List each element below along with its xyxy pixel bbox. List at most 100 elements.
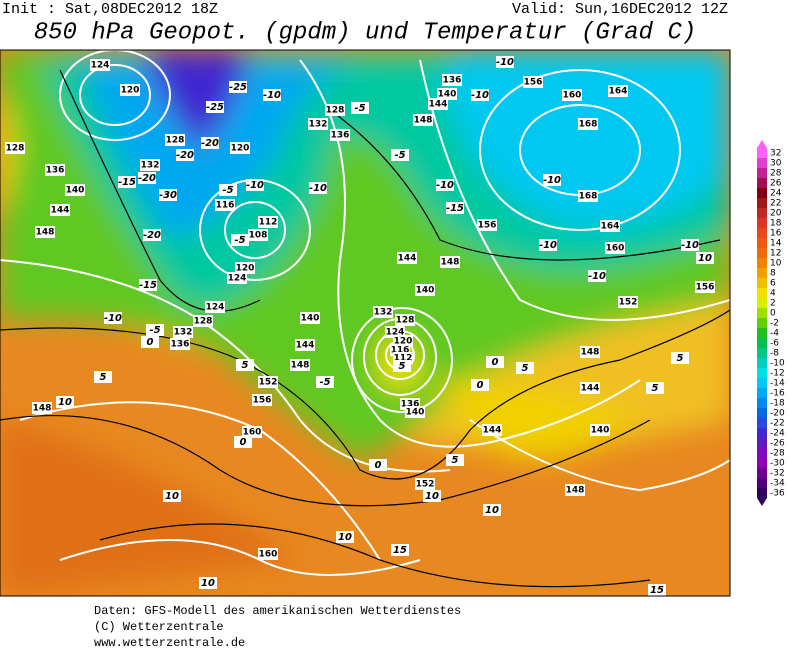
geopotential-label: 128 — [6, 144, 25, 154]
label-box — [397, 252, 417, 264]
colorbar-swatch — [757, 418, 767, 428]
colorbar-swatch — [757, 178, 767, 188]
temperature-label: -30 — [159, 190, 177, 201]
temperature-label: 0 — [240, 437, 247, 448]
colorbar-swatch — [757, 378, 767, 388]
label-box — [483, 504, 501, 516]
label-box — [242, 426, 262, 438]
label-box — [138, 172, 156, 184]
temperature-label: -15 — [118, 177, 136, 188]
geopotential-label: 128 — [166, 136, 185, 146]
colorbar-swatch — [757, 168, 767, 178]
label-box — [50, 204, 70, 216]
colorbar-swatch — [757, 438, 767, 448]
colorbar-swatch — [757, 148, 767, 158]
label-box — [578, 118, 598, 130]
label-box — [236, 359, 254, 371]
colorbar-tick-label: 26 — [770, 179, 782, 189]
label-box — [600, 220, 620, 232]
colorbar-swatch — [757, 328, 767, 338]
colorbar-swatch — [757, 488, 767, 498]
label-box — [246, 179, 264, 191]
label-box — [229, 81, 247, 93]
label-box — [415, 284, 435, 296]
temperature-label: -10 — [681, 240, 699, 251]
temperature-label: 5 — [522, 363, 529, 374]
label-box — [590, 424, 610, 436]
footer-source: Daten: GFS-Modell des amerikanischen Wet… — [94, 604, 461, 618]
geopotential-label: 156 — [524, 78, 543, 88]
colorbar-arrow-top — [757, 140, 767, 148]
colorbar-swatch — [757, 478, 767, 488]
label-box — [295, 339, 315, 351]
temperature-label: 10 — [201, 578, 215, 589]
label-box — [141, 336, 159, 348]
colorbar-tick-label: 30 — [770, 159, 782, 169]
geopotential-label: 152 — [416, 480, 435, 490]
geopotential-label: 164 — [601, 222, 620, 232]
colorbar-swatch — [757, 268, 767, 278]
label-box — [428, 98, 448, 110]
geopotential-label: 132 — [141, 161, 160, 171]
colorbar-tick-label: 4 — [770, 289, 776, 299]
temperature-label: -10 — [436, 180, 454, 191]
label-box — [118, 176, 136, 188]
label-box — [580, 382, 600, 394]
colorbar-tick-label: -26 — [770, 439, 785, 449]
colorbar-swatch — [757, 308, 767, 318]
colorbar-swatch — [757, 338, 767, 348]
label-box — [471, 89, 489, 101]
temperature-label: -25 — [229, 82, 247, 93]
colorbar-tick-label: -24 — [770, 429, 785, 439]
label-box — [56, 396, 74, 408]
geopotential-label: 108 — [249, 231, 268, 241]
geopotential-label: 124 — [386, 328, 405, 338]
colorbar-tick-label: 32 — [770, 149, 781, 159]
label-box — [415, 478, 435, 490]
label-box — [618, 296, 638, 308]
geopotential-label: 144 — [296, 341, 315, 351]
label-box — [565, 484, 585, 496]
colorbar-tick-label: 10 — [770, 259, 782, 269]
label-box — [580, 346, 600, 358]
label-box — [351, 102, 369, 114]
colorbar-tick-label: -16 — [770, 389, 785, 399]
label-box — [588, 270, 606, 282]
temperature-contours — [0, 69, 730, 588]
colorbar-tick-label: -18 — [770, 399, 785, 409]
geopotential-label: 144 — [581, 384, 600, 394]
geopotential-label: 144 — [398, 254, 417, 264]
colorbar-swatch — [757, 318, 767, 328]
label-box — [516, 362, 534, 374]
colorbar-swatch — [757, 298, 767, 308]
label-box — [32, 402, 52, 414]
geopotential-label: 140 — [301, 314, 320, 324]
footer-copyright: (C) Wetterzentrale — [94, 620, 224, 634]
geopotential-label: 156 — [253, 396, 272, 406]
label-box — [413, 114, 433, 126]
label-box — [393, 360, 411, 372]
geopotential-label: 168 — [579, 192, 598, 202]
temperature-label: 0 — [375, 460, 382, 471]
temperature-label: 5 — [452, 455, 459, 466]
label-box — [206, 101, 224, 113]
label-box — [146, 324, 164, 336]
label-box — [231, 234, 249, 246]
temperature-label: -5 — [354, 103, 365, 114]
colorbar-tick-label: 18 — [770, 219, 782, 229]
temperature-label: -15 — [446, 203, 464, 214]
geopotential-label: 124 — [228, 274, 247, 284]
colorbar-tick-label: -6 — [770, 339, 779, 349]
temperature-label: 0 — [147, 337, 154, 348]
geopotential-label: 144 — [51, 206, 70, 216]
geopotential-label: 140 — [416, 286, 435, 296]
geopotential-label: 168 — [579, 120, 598, 130]
label-box — [681, 239, 699, 251]
colorbar-tick-label: -10 — [770, 359, 785, 369]
colorbar-arrow-bottom — [757, 498, 767, 506]
temperature-label: 5 — [399, 361, 406, 372]
geopotential-label: 160 — [563, 91, 582, 101]
temperature-label: 10 — [58, 397, 72, 408]
geopotential-label: 120 — [121, 86, 140, 96]
temperature-label: -10 — [471, 90, 489, 101]
